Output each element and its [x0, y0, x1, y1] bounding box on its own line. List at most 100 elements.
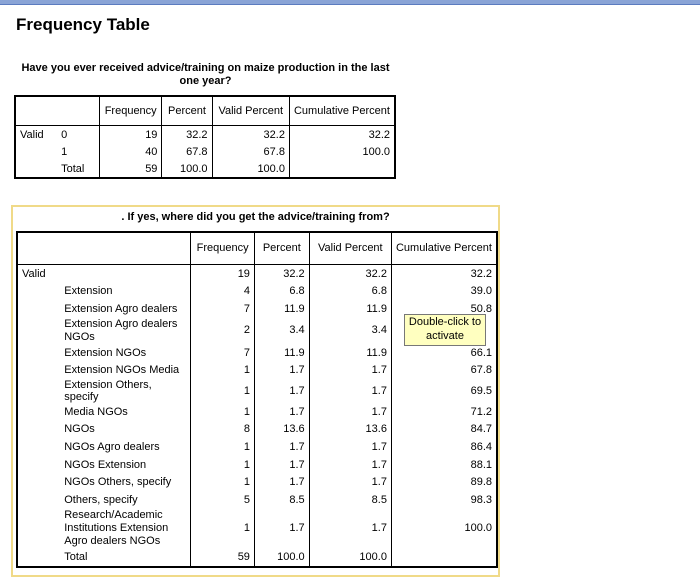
cell-cumulative-percent: 98.3 — [390, 490, 497, 509]
cell-frequency: 7 — [190, 300, 255, 318]
table-row: NGOs Others, specify 1 1.7 1.7 89.8 — [17, 473, 497, 491]
row-group-label: Valid — [20, 128, 44, 141]
table-row: NGOs 8 13.6 13.6 84.7 — [17, 420, 497, 439]
table-row: Research/Academic Institutions Extension… — [17, 508, 497, 549]
row-category: NGOs — [64, 423, 95, 436]
row-group-empty — [17, 509, 60, 549]
row-group-empty — [17, 438, 60, 456]
frequency-table-advice-source[interactable]: Frequency Percent Valid Percent Cumulati… — [16, 231, 498, 569]
row-category: Extension Others, specify — [64, 378, 152, 403]
row-category: NGOs Agro dealers — [64, 440, 160, 453]
cell-percent: 8.5 — [253, 490, 310, 509]
row-group-empty — [17, 491, 60, 509]
cell-valid-percent: 11.9 — [308, 343, 392, 362]
cell-frequency: 59 — [190, 548, 255, 568]
table-row: NGOs Extension 1 1.7 1.7 88.1 — [17, 455, 497, 474]
column-header-valid-percent: Valid Percent — [211, 96, 290, 126]
row-category: Extension NGOs Media — [64, 364, 180, 377]
cell-valid-percent: 1.7 — [308, 438, 392, 456]
cell-cumulative-percent: 32.2 — [288, 125, 395, 143]
cell-cumulative-percent: 32.2 — [390, 264, 497, 283]
cell-valid-percent: 3.4 — [308, 317, 392, 344]
row-group-empty — [17, 344, 60, 362]
column-header-frequency: Frequency — [190, 232, 255, 265]
row-category: 1 — [61, 145, 68, 158]
cell-percent: 1.7 — [253, 473, 310, 491]
cell-cumulative-percent: 89.8 — [390, 473, 497, 491]
cell-cumulative-percent: 50.8 — [390, 300, 497, 318]
cell-valid-percent: 1.7 — [308, 508, 392, 549]
cell-cumulative-percent: 86.4 — [390, 438, 497, 456]
column-header-valid-percent: Valid Percent — [308, 232, 392, 265]
table-row: 1 40 67.8 67.8 100.0 — [15, 143, 395, 160]
cell-valid-percent: 32.2 — [308, 264, 392, 283]
cell-frequency: 5 — [190, 490, 255, 509]
row-group-label: Valid — [22, 267, 46, 280]
row-group-empty — [17, 283, 60, 301]
cell-cumulative-percent — [288, 160, 395, 178]
cell-cumulative-percent: 84.7 — [390, 420, 497, 439]
row-category: Total — [61, 162, 85, 175]
table-row: Others, specify 5 8.5 8.5 98.3 — [17, 490, 497, 509]
cell-percent: 1.7 — [253, 438, 310, 456]
cell-percent: 3.4 — [253, 317, 310, 344]
cell-frequency: 1 — [190, 361, 255, 379]
frequency-table-advice-training: Frequency Percent Valid Percent Cumulati… — [14, 95, 396, 179]
row-group-empty — [17, 473, 60, 491]
cell-frequency: 1 — [190, 473, 255, 491]
cell-frequency: 2 — [190, 317, 255, 344]
cell-valid-percent: 6.8 — [308, 282, 392, 301]
cell-cumulative-percent: 88.1 — [390, 455, 497, 474]
table-row: Total 59 100.0 100.0 — [15, 160, 395, 178]
cell-percent: 1.7 — [253, 378, 310, 403]
table-row: Media NGOs 1 1.7 1.7 71.2 — [17, 402, 497, 421]
row-category: Extension Agro dealers NGOs — [64, 317, 178, 343]
cell-valid-percent: 13.6 — [308, 420, 392, 439]
cell-percent: 100.0 — [253, 548, 310, 568]
cell-cumulative-percent: 66.1 — [390, 343, 497, 362]
header-spacer-2 — [60, 232, 191, 265]
cell-percent: 1.7 — [253, 508, 310, 549]
cell-frequency: 19 — [190, 264, 255, 283]
row-group-empty — [17, 361, 60, 379]
row-category: Extension Agro dealers — [64, 302, 178, 315]
column-header-percent: Percent — [253, 232, 310, 265]
cell-cumulative-percent: 39.0 — [390, 282, 497, 301]
row-group-empty — [17, 300, 60, 318]
row-category: Others, specify — [64, 493, 138, 506]
cell-frequency: 59 — [98, 160, 162, 178]
cell-valid-percent: 1.7 — [308, 473, 392, 491]
cell-percent: 13.6 — [253, 420, 310, 439]
cell-cumulative-percent — [390, 548, 497, 568]
cell-valid-percent: 1.7 — [308, 402, 392, 421]
cell-valid-percent: 67.8 — [211, 143, 290, 160]
table1-title: Have you ever received advice/training o… — [21, 62, 390, 87]
cell-frequency: 1 — [190, 455, 255, 474]
selected-output-frame[interactable]: . If yes, where did you get the advice/t… — [11, 205, 500, 577]
cell-frequency: 19 — [98, 125, 162, 143]
cell-percent: 32.2 — [253, 264, 310, 283]
cell-percent: 67.8 — [161, 143, 213, 160]
activate-tooltip: Double-click to activate — [404, 314, 486, 346]
cell-frequency: 8 — [190, 420, 255, 439]
cell-valid-percent: 100.0 — [308, 548, 392, 568]
cell-valid-percent: 1.7 — [308, 361, 392, 379]
column-header-frequency: Frequency — [98, 96, 162, 126]
cell-valid-percent: 32.2 — [211, 125, 290, 143]
row-group-empty — [15, 143, 57, 160]
cell-percent: 32.2 — [161, 125, 213, 143]
table-row: Extension 4 6.8 6.8 39.0 — [17, 282, 497, 301]
table-row: Total 59 100.0 100.0 — [17, 548, 497, 568]
cell-frequency: 1 — [190, 402, 255, 421]
table-header-row: Frequency Percent Valid Percent Cumulati… — [15, 96, 395, 126]
cell-cumulative-percent: 100.0 — [390, 508, 497, 549]
column-header-cumulative-percent: Cumulative Percent — [390, 232, 497, 265]
cell-valid-percent: 8.5 — [308, 490, 392, 509]
cell-frequency: 40 — [98, 143, 162, 160]
header-spacer-2 — [57, 96, 100, 126]
cell-percent: 6.8 — [253, 282, 310, 301]
table-row: NGOs Agro dealers 1 1.7 1.7 86.4 — [17, 438, 497, 456]
row-category: Total — [64, 551, 88, 564]
table-row: Extension Others, specify 1 1.7 1.7 69.5 — [17, 378, 497, 403]
table-row: Extension NGOs 7 11.9 11.9 66.1 — [17, 343, 497, 362]
